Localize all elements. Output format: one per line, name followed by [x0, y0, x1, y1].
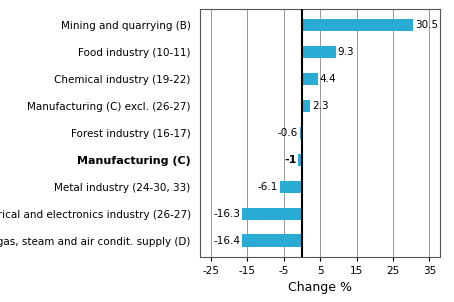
Text: 30.5: 30.5	[415, 20, 438, 30]
Bar	[302, 73, 318, 85]
Text: -16.4: -16.4	[213, 236, 240, 246]
Text: 9.3: 9.3	[338, 47, 354, 57]
Bar	[242, 207, 302, 220]
Bar	[300, 127, 302, 139]
Bar	[298, 154, 302, 166]
Text: -0.6: -0.6	[277, 128, 298, 138]
Bar	[302, 46, 336, 58]
Bar	[302, 19, 413, 31]
Text: 4.4: 4.4	[320, 74, 336, 84]
Text: 2.3: 2.3	[312, 101, 329, 111]
X-axis label: Change %: Change %	[288, 281, 352, 294]
Text: -6.1: -6.1	[257, 182, 278, 192]
Bar	[242, 234, 302, 247]
Text: -1: -1	[284, 155, 296, 165]
Bar	[280, 181, 302, 193]
Bar	[302, 100, 310, 112]
Text: -16.3: -16.3	[213, 209, 241, 219]
